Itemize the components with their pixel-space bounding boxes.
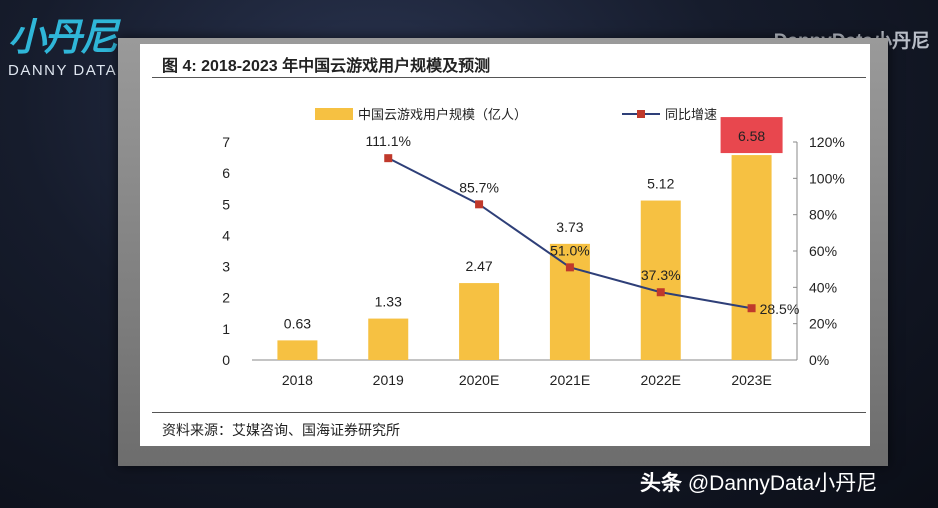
left-tick-label: 7: [222, 134, 230, 150]
growth-label: 111.1%: [366, 133, 411, 149]
legend-line-marker: [637, 110, 645, 118]
bar: [277, 340, 318, 360]
title-rule: [152, 77, 866, 78]
source-rule: [152, 412, 866, 413]
left-tick-label: 3: [222, 259, 230, 275]
growth-label: 51.0%: [550, 242, 590, 258]
bar-label: 6.58: [738, 128, 765, 144]
growth-marker: [565, 263, 574, 272]
watermark-handle: @DannyData小丹尼: [687, 472, 878, 495]
growth-label: 85.7%: [459, 179, 499, 195]
legend-bar-swatch: [315, 108, 353, 120]
figure-source: 资料来源：艾媒咨询、国海证券研究所: [162, 423, 400, 439]
right-tick-label: 0%: [809, 352, 829, 368]
bar: [549, 243, 590, 360]
bar-label: 0.63: [284, 315, 311, 331]
right-tick-label: 100%: [809, 170, 845, 186]
left-tick-label: 6: [222, 165, 230, 181]
growth-marker: [384, 154, 393, 163]
left-tick-label: 0: [222, 352, 230, 368]
growth-label: 37.3%: [641, 267, 681, 283]
right-tick-label: 80%: [809, 207, 837, 223]
legend-line-label: 同比增速: [665, 107, 717, 122]
growth-label: 28.5%: [760, 301, 800, 317]
growth-marker: [747, 304, 756, 313]
logo-text: DANNY DATA: [8, 62, 118, 79]
left-tick-label: 5: [222, 196, 230, 212]
left-tick-label: 2: [222, 290, 230, 306]
bar: [731, 155, 772, 360]
highlight-box: [720, 117, 783, 154]
watermark-bottom: 头条 @DannyData小丹尼: [640, 467, 877, 497]
left-tick-label: 4: [222, 227, 230, 243]
figure-title: 图 4: 2018-2023 年中国云游戏用户规模及预测: [162, 58, 491, 75]
logo-mark: 小丹尼: [8, 17, 118, 59]
right-tick-label: 120%: [809, 134, 845, 150]
legend-bar-label: 中国云游戏用户规模（亿人）: [358, 107, 527, 122]
left-tick-label: 1: [222, 321, 230, 337]
growth-marker: [656, 288, 665, 297]
x-tick-label: 2018: [282, 372, 313, 388]
bar: [368, 318, 409, 360]
x-tick-label: 2019: [373, 372, 404, 388]
bar-label: 5.12: [647, 176, 674, 192]
right-tick-label: 60%: [809, 243, 837, 259]
x-tick-label: 2021E: [550, 372, 590, 388]
bar-label: 1.33: [375, 294, 402, 310]
bar: [459, 283, 500, 360]
growth-marker: [475, 200, 484, 209]
x-tick-label: 2020E: [459, 372, 499, 388]
right-tick-label: 40%: [809, 279, 837, 295]
logo: 小丹尼 DANNY DATA: [8, 17, 118, 79]
right-tick-label: 20%: [809, 316, 837, 332]
bar: [640, 200, 681, 360]
bar-label: 3.73: [556, 219, 583, 235]
bar-label: 2.47: [465, 258, 492, 274]
x-tick-label: 2022E: [641, 372, 681, 388]
watermark-prefix: 头条: [640, 472, 682, 495]
x-tick-label: 2023E: [731, 372, 771, 388]
